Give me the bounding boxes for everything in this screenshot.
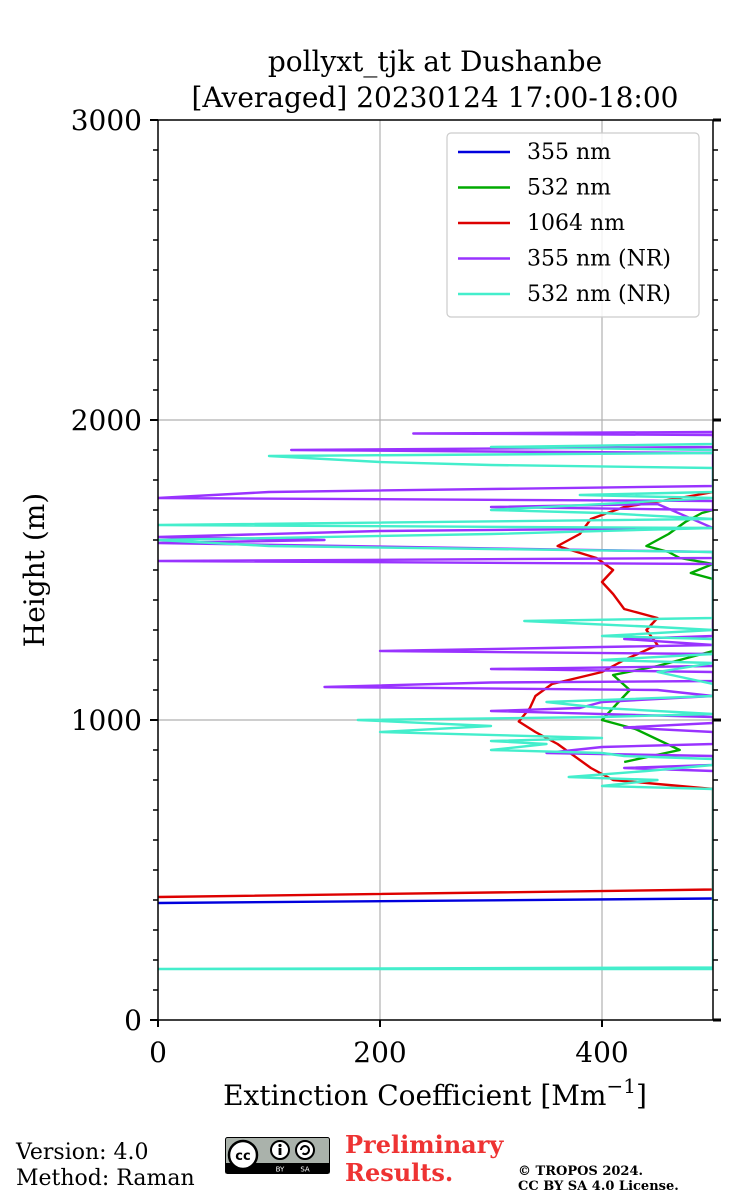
x-axis-label-text: Extinction Coefficient [Mm: [223, 1079, 606, 1112]
cc-by-sa-badge[interactable]: cc BY SA: [225, 1137, 330, 1174]
series-line-1: [600, 508, 713, 764]
legend-label-4: 532 nm (NR): [527, 282, 671, 307]
series-line-3: [158, 430, 713, 773]
badge-sa-label: SA: [300, 1166, 310, 1174]
x-axis-label-exponent: −1: [606, 1074, 635, 1098]
x-tick-label: 200: [353, 1036, 406, 1069]
legend-label-2: 1064 nm: [527, 211, 625, 236]
series-line-0: [158, 897, 713, 905]
y-tick-label: 3000: [71, 104, 142, 137]
copyright-line1: © TROPOS 2024.: [518, 1164, 644, 1179]
legend: 355 nm 532 nm 1064 nm 355 nm (NR) 532 nm (NR…: [446, 132, 700, 318]
series-line-2: [158, 490, 713, 899]
y-tick-label: 1000: [71, 704, 142, 737]
y-axis-label: Height (m): [18, 493, 51, 647]
share-alike-icon: [295, 1140, 315, 1160]
chart-title-line2: [Averaged] 20230124 17:00-18:00: [192, 81, 679, 114]
x-axis-label-close: ]: [636, 1079, 647, 1112]
y-tick-label: 2000: [71, 404, 142, 437]
legend-box: [446, 132, 700, 318]
badge-by-label: BY: [276, 1166, 285, 1174]
legend-label-0: 355 nm: [527, 140, 611, 165]
x-axis-label: Extinction Coefficient [Mm−1]: [223, 1074, 647, 1112]
cc-logo-icon: [227, 1139, 259, 1171]
version-text: Version: 4.0: [16, 1140, 149, 1165]
chart-title-line1: pollyxt_tjk at Dushanbe: [268, 45, 602, 78]
svg-text:Extinction Coefficient [Mm−1]: Extinction Coefficient [Mm−1]: [223, 1074, 647, 1112]
copyright-note: © TROPOS 2024. CC BY SA 4.0 License.: [518, 1164, 679, 1194]
preliminary-line2: Results.: [345, 1158, 454, 1187]
preliminary-line1: Preliminary: [345, 1130, 504, 1159]
x-tick-label: 0: [149, 1036, 167, 1069]
y-tick-label: 0: [124, 1004, 142, 1037]
x-tick-label: 400: [575, 1036, 628, 1069]
legend-label-3: 355 nm (NR): [527, 247, 671, 272]
cc-logo-text: cc: [235, 1149, 250, 1164]
axis-ticks: 0 200 400 0 1000 2000 3000: [71, 104, 721, 1069]
preliminary-results-note: Preliminary Results.: [345, 1131, 503, 1187]
method-text: Method: Raman: [16, 1166, 195, 1191]
series-lines: [158, 430, 713, 971]
series-line-4: [158, 438, 713, 971]
copyright-line2: CC BY SA 4.0 License.: [518, 1179, 679, 1194]
legend-label-1: 532 nm: [527, 176, 611, 201]
